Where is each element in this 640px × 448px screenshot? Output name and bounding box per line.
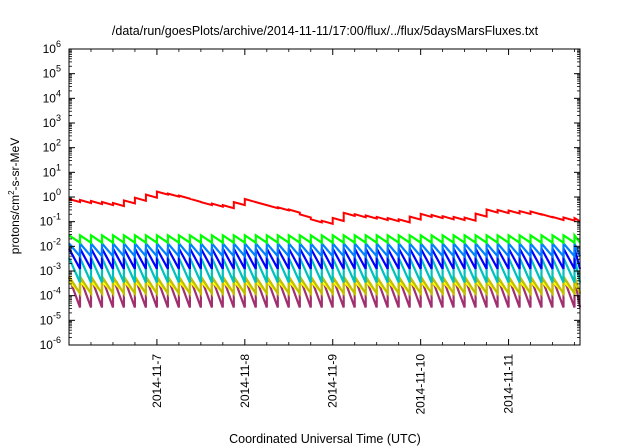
y-axis-label-group: protons/cm2-s-sr-MeV [7,138,22,254]
y-axis-label: protons/cm2-s-sr-MeV [7,138,22,254]
y-tick-label: 101 [43,162,61,179]
x-tick-label: 2014-11-8 [238,354,252,408]
y-tick-label: 10-5 [40,310,61,327]
series-line-6 [68,272,582,298]
y-tick-label: 106 [43,39,61,56]
y-tick-label: 104 [43,88,61,105]
series-line-3 [68,240,582,260]
x-tick-label: 2014-11-7 [150,354,164,408]
axes-layer: 10-6 10-5 10-4 10-3 10-2 10-1 100 101 102 103 104 1… [40,39,580,415]
x-axis-label: Coordinated Universal Time (UTC) [229,432,421,446]
series-line-4 [68,247,582,270]
plot-frame [68,48,581,346]
y-tick-label: 103 [43,113,61,130]
series-layer [67,190,582,308]
y-tick-label: 105 [43,64,61,81]
y-tick-label: 10-1 [40,212,61,229]
x-tick-label: 2014-11-9 [326,354,340,408]
series-line-5 [67,257,582,283]
x-tick-label: 2014-11-11 [502,354,516,414]
series-line-1 [68,190,581,226]
y-tick-label: 10-4 [40,286,61,303]
series-line-2 [68,231,581,245]
y-tick-label: 10-2 [40,236,61,253]
y-tick-label: 102 [43,138,61,155]
y-tick-label: 100 [43,187,61,204]
x-tick-label: 2014-11-10 [414,354,428,415]
y-tick-label: 10-3 [40,261,61,278]
chart-title: /data/run/goesPlots/archive/2014-11-11/1… [112,24,539,38]
y-tick-label: 10-6 [40,335,61,352]
